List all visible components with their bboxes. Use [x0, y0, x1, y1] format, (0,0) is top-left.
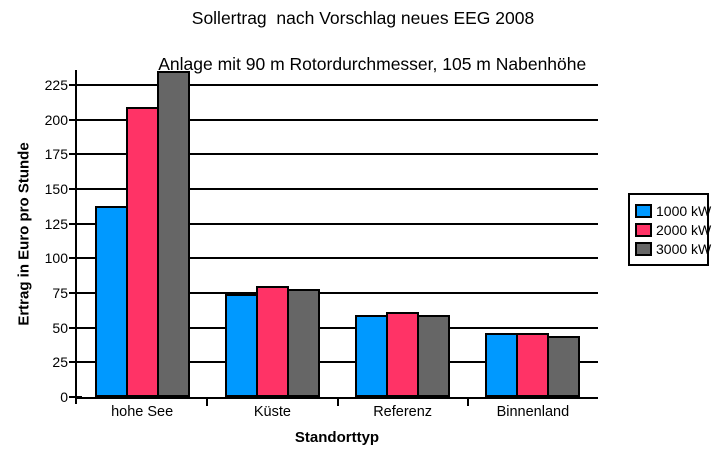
- legend-item-2000-kw: 2000 kW: [635, 220, 711, 239]
- legend-swatch-3000-kw: [635, 241, 652, 256]
- y-tick-label-25: 25: [52, 354, 68, 371]
- y-axis-foot: [75, 397, 77, 404]
- chart-title-line2: Anlage mit 90 m Rotordurchmesser, 105 m …: [158, 54, 587, 74]
- y-tick-label-125: 125: [44, 215, 68, 232]
- gridline-200: [77, 118, 598, 121]
- y-tick-75: [69, 292, 82, 294]
- bar-k-ste-1000-kw: [224, 294, 258, 397]
- plot-inner: [69, 70, 598, 406]
- legend-item-1000-kw: 1000 kW: [635, 201, 711, 220]
- bar-k-ste-2000-kw: [255, 286, 289, 397]
- y-tick-label-0: 0: [60, 389, 68, 405]
- gridline-225: [77, 84, 598, 86]
- bar-k-ste-3000-kw: [286, 288, 320, 397]
- bar-referenz-1000-kw: [355, 315, 389, 397]
- gridline-125: [77, 222, 598, 225]
- y-tick-200: [69, 118, 82, 121]
- chart-title-line1: Sollertrag nach Vorschlag neues EEG 2008: [191, 8, 535, 28]
- gridline-175: [77, 153, 598, 156]
- legend-label-2000-kw: 2000 kW: [656, 221, 712, 238]
- y-tick-125: [69, 222, 82, 225]
- plot-area: [69, 70, 598, 406]
- legend-swatch-2000-kw: [635, 222, 652, 237]
- y-tick-label-150: 150: [44, 181, 68, 197]
- legend-item-3000-kw: 3000 kW: [635, 239, 711, 258]
- x-category-label-binnenland: Binnenland: [496, 404, 570, 420]
- x-tick-1: [206, 399, 209, 406]
- bar-hohe-see-1000-kw: [94, 205, 128, 397]
- bar-hohe-see-3000-kw: [156, 71, 190, 397]
- y-tick-50: [69, 326, 82, 329]
- x-axis-title: Standorttyp: [294, 429, 380, 446]
- x-tick-2: [336, 399, 339, 406]
- y-tick-label-75: 75: [52, 285, 68, 301]
- bar-binnenland-3000-kw: [547, 336, 581, 397]
- bar-hohe-see-2000-kw: [125, 107, 159, 397]
- gridline-25: [77, 361, 598, 364]
- legend: 1000 kW 2000 kW 3000 kW: [628, 193, 711, 266]
- legend-label-1000-kw: 1000 kW: [656, 202, 712, 219]
- y-tick-label-100: 100: [44, 250, 68, 267]
- y-tick-label-50: 50: [52, 319, 68, 336]
- x-category-label-referenz: Referenz: [373, 404, 433, 420]
- gridline-100: [77, 257, 598, 260]
- y-tick-150: [69, 188, 82, 190]
- bar-referenz-3000-kw: [417, 315, 451, 397]
- legend-swatch-1000-kw: [635, 203, 652, 218]
- y-tick-100: [69, 257, 82, 260]
- y-tick-label-225: 225: [44, 77, 68, 93]
- bar-binnenland-1000-kw: [485, 333, 519, 397]
- x-category-label-k-ste: Küste: [253, 404, 291, 420]
- legend-label-3000-kw: 3000 kW: [656, 240, 712, 257]
- x-tick-3: [466, 399, 469, 406]
- y-tick-label-200: 200: [44, 111, 68, 128]
- y-tick-225: [69, 84, 82, 86]
- y-tick-25: [69, 361, 82, 364]
- gridline-150: [77, 188, 598, 190]
- gridline-75: [77, 292, 598, 294]
- chart-title: Sollertrag nach Vorschlag neues EEG 2008…: [0, 7, 726, 99]
- x-category-label-hohe-see: hohe See: [111, 404, 174, 420]
- y-tick-175: [69, 153, 82, 156]
- bar-binnenland-2000-kw: [516, 333, 550, 397]
- y-tick-0: [69, 396, 82, 398]
- y-tick-label-175: 175: [44, 146, 68, 163]
- bar-referenz-2000-kw: [386, 312, 420, 397]
- gridline-50: [77, 326, 598, 329]
